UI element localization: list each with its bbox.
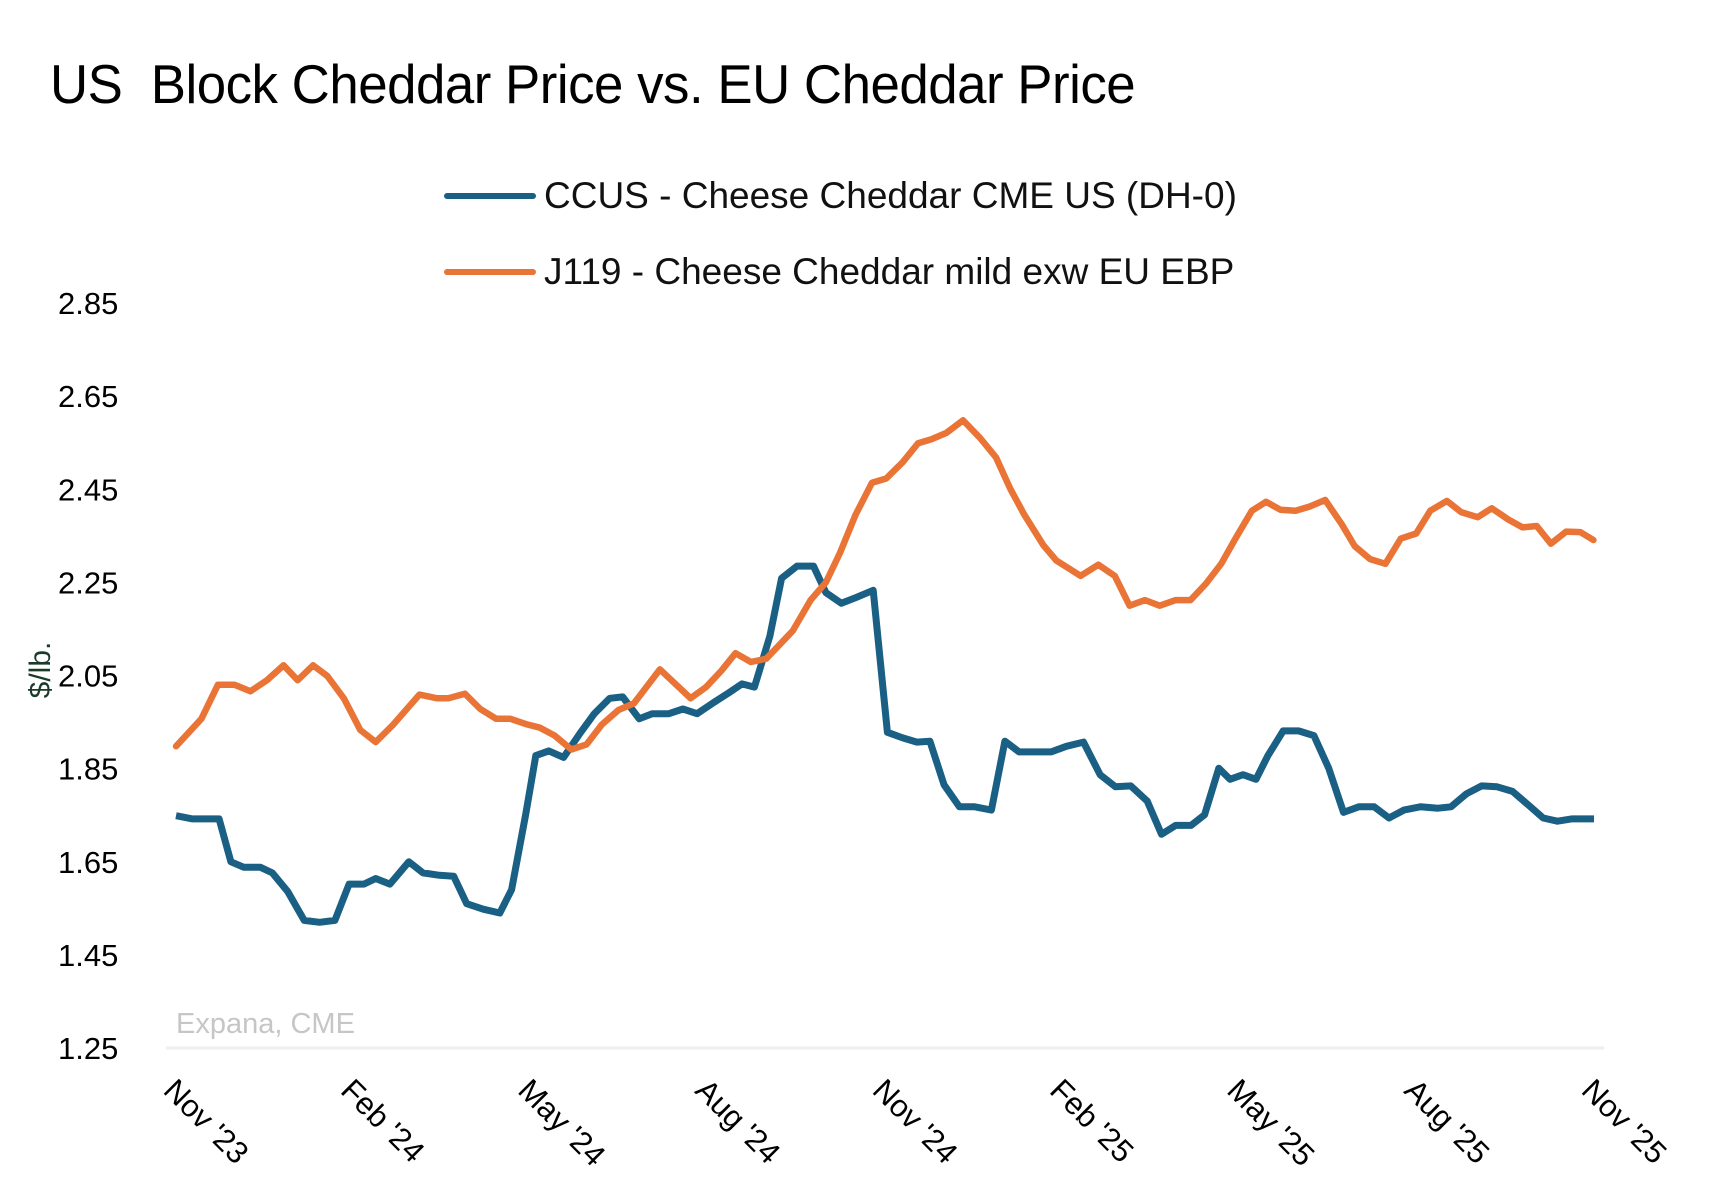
legend-swatch-eu bbox=[444, 269, 536, 275]
legend-label-us: CCUS - Cheese Cheddar CME US (DH-0) bbox=[544, 175, 1237, 216]
series-lines bbox=[172, 417, 1597, 926]
x-tick-label: Feb '25 bbox=[1043, 1072, 1140, 1169]
y-tick-label: 2.05 bbox=[58, 659, 118, 694]
chart-title: US Block Cheddar Price vs. EU Cheddar Pr… bbox=[50, 53, 1136, 115]
x-axis-ticks: Nov '23 Feb '24 May '24 Aug '24 Nov '24 Feb '… bbox=[157, 1072, 1673, 1173]
y-tick-label: 2.85 bbox=[58, 286, 118, 321]
x-tick-label: Feb '24 bbox=[334, 1072, 431, 1169]
y-tick-label: 2.45 bbox=[58, 472, 118, 507]
y-tick-label: 1.65 bbox=[58, 845, 118, 880]
legend: CCUS - Cheese Cheddar CME US (DH-0) J119… bbox=[444, 158, 1237, 310]
x-tick-label: Nov '25 bbox=[1575, 1072, 1673, 1170]
y-tick-label: 1.25 bbox=[58, 1031, 118, 1066]
y-axis-ticks: 1.25 1.45 1.65 1.85 2.05 2.25 2.45 2.65 2.85 bbox=[58, 286, 118, 1066]
legend-item-eu[interactable]: J119 - Cheese Cheddar mild exw EU EBP bbox=[444, 234, 1237, 310]
x-tick-label: Nov '23 bbox=[157, 1072, 255, 1170]
y-tick-label: 1.45 bbox=[58, 938, 118, 973]
x-tick-label: Aug '24 bbox=[689, 1072, 787, 1170]
x-tick-label: May '24 bbox=[512, 1072, 613, 1173]
source-note: Expana, CME bbox=[176, 1008, 355, 1040]
y-tick-label: 2.25 bbox=[58, 565, 118, 600]
y-tick-label: 1.85 bbox=[58, 752, 118, 787]
series-line-eu[interactable] bbox=[172, 417, 1597, 753]
x-tick-label: Nov '24 bbox=[866, 1072, 964, 1170]
legend-item-us[interactable]: CCUS - Cheese Cheddar CME US (DH-0) bbox=[444, 158, 1237, 234]
y-axis-label: $/lb. bbox=[24, 642, 57, 699]
legend-label-eu: J119 - Cheese Cheddar mild exw EU EBP bbox=[544, 251, 1235, 292]
series-line-us[interactable] bbox=[175, 562, 1594, 926]
legend-swatch-us bbox=[444, 193, 536, 199]
x-tick-label: May '25 bbox=[1221, 1072, 1322, 1173]
x-tick-label: Aug '25 bbox=[1398, 1072, 1496, 1170]
y-tick-label: 2.65 bbox=[58, 379, 118, 414]
